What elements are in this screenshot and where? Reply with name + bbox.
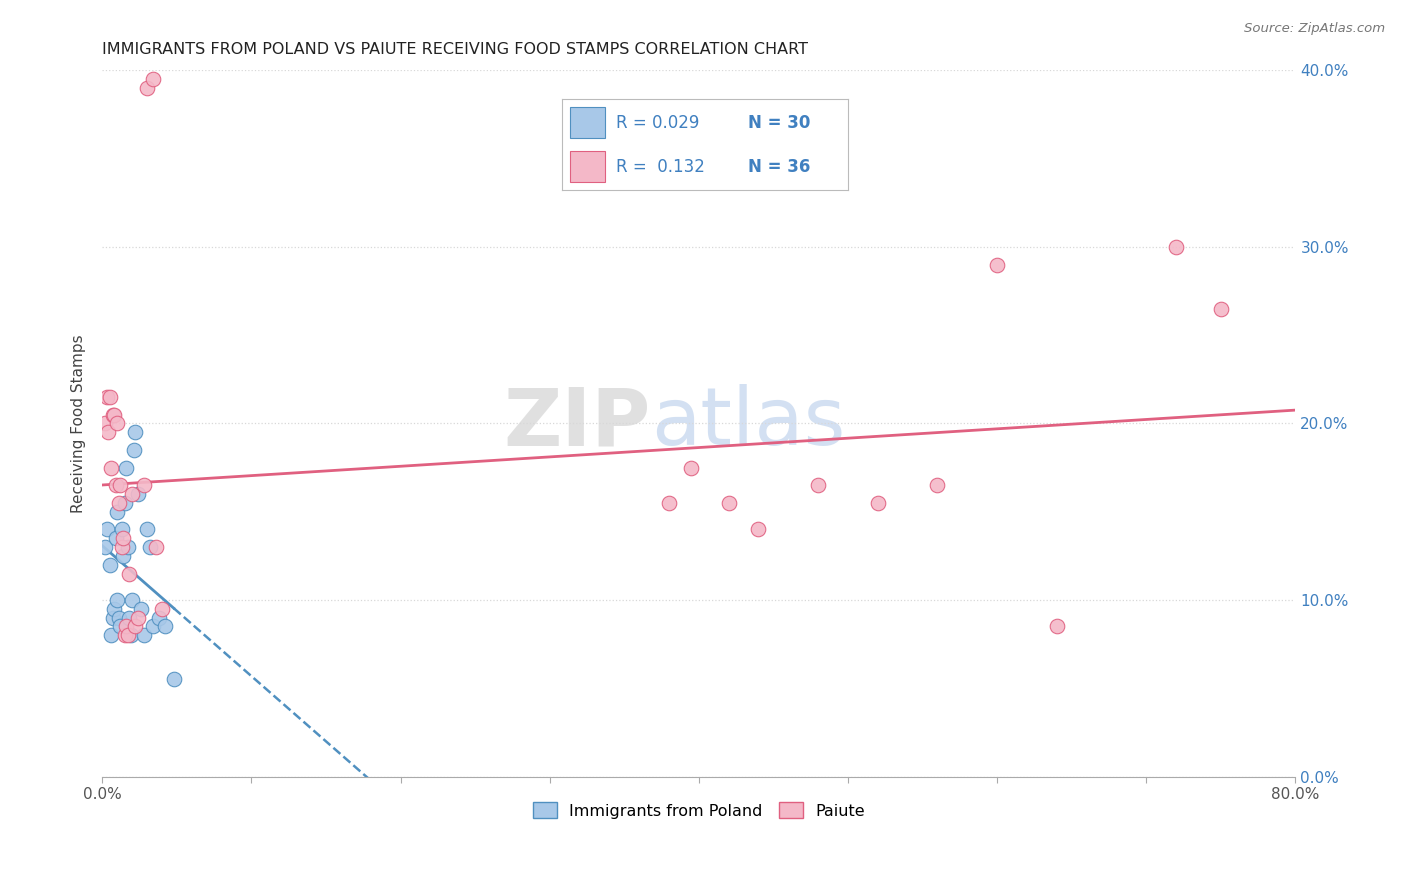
Point bbox=[681, 460, 703, 475]
Point bbox=[110, 540, 132, 554]
Point bbox=[1046, 619, 1069, 633]
Point bbox=[118, 610, 141, 624]
Text: atlas: atlas bbox=[651, 384, 845, 462]
Point bbox=[105, 417, 128, 431]
Point bbox=[120, 628, 142, 642]
Point bbox=[136, 81, 159, 95]
Point bbox=[163, 673, 186, 687]
Point bbox=[148, 610, 170, 624]
Point bbox=[121, 593, 143, 607]
Point bbox=[117, 628, 139, 642]
Point bbox=[104, 478, 127, 492]
Point bbox=[658, 496, 681, 510]
Point bbox=[142, 619, 165, 633]
Point bbox=[127, 610, 149, 624]
Point bbox=[1209, 301, 1232, 316]
Point bbox=[107, 496, 129, 510]
Point bbox=[97, 425, 120, 440]
Point bbox=[112, 549, 135, 563]
Point bbox=[124, 619, 146, 633]
Point bbox=[129, 602, 152, 616]
Point bbox=[98, 558, 121, 572]
Point bbox=[807, 478, 830, 492]
Point bbox=[108, 619, 131, 633]
Point bbox=[112, 531, 135, 545]
Point bbox=[132, 478, 155, 492]
Text: IMMIGRANTS FROM POLAND VS PAIUTE RECEIVING FOOD STAMPS CORRELATION CHART: IMMIGRANTS FROM POLAND VS PAIUTE RECEIVI… bbox=[103, 42, 808, 57]
Point bbox=[145, 540, 167, 554]
Point bbox=[717, 496, 740, 510]
Point bbox=[103, 408, 125, 422]
Point bbox=[101, 610, 124, 624]
Text: Source: ZipAtlas.com: Source: ZipAtlas.com bbox=[1244, 22, 1385, 36]
Point bbox=[98, 390, 121, 404]
Point bbox=[110, 522, 132, 536]
Point bbox=[96, 522, 118, 536]
Point bbox=[94, 540, 117, 554]
Point bbox=[114, 496, 136, 510]
Point bbox=[100, 460, 122, 475]
Point bbox=[127, 487, 149, 501]
Y-axis label: Receiving Food Stamps: Receiving Food Stamps bbox=[72, 334, 86, 513]
Point bbox=[118, 566, 141, 581]
Point bbox=[96, 390, 118, 404]
Point bbox=[122, 442, 145, 457]
Point bbox=[150, 602, 173, 616]
Point bbox=[927, 478, 949, 492]
Point bbox=[100, 628, 122, 642]
Point bbox=[139, 540, 162, 554]
Point bbox=[101, 408, 124, 422]
Point bbox=[105, 505, 128, 519]
Point bbox=[136, 522, 159, 536]
Point bbox=[115, 619, 138, 633]
Point bbox=[142, 72, 165, 87]
Point bbox=[866, 496, 889, 510]
Point bbox=[104, 531, 127, 545]
Point bbox=[747, 522, 769, 536]
Point bbox=[107, 610, 129, 624]
Point bbox=[108, 478, 131, 492]
Point bbox=[153, 619, 176, 633]
Text: ZIP: ZIP bbox=[503, 384, 651, 462]
Legend: Immigrants from Poland, Paiute: Immigrants from Poland, Paiute bbox=[526, 796, 872, 825]
Point bbox=[132, 628, 155, 642]
Point bbox=[1166, 240, 1188, 254]
Point bbox=[115, 460, 138, 475]
Point bbox=[986, 258, 1008, 272]
Point bbox=[105, 593, 128, 607]
Point bbox=[124, 425, 146, 440]
Point bbox=[121, 487, 143, 501]
Point bbox=[114, 628, 136, 642]
Point bbox=[94, 417, 117, 431]
Point bbox=[103, 602, 125, 616]
Point bbox=[117, 540, 139, 554]
